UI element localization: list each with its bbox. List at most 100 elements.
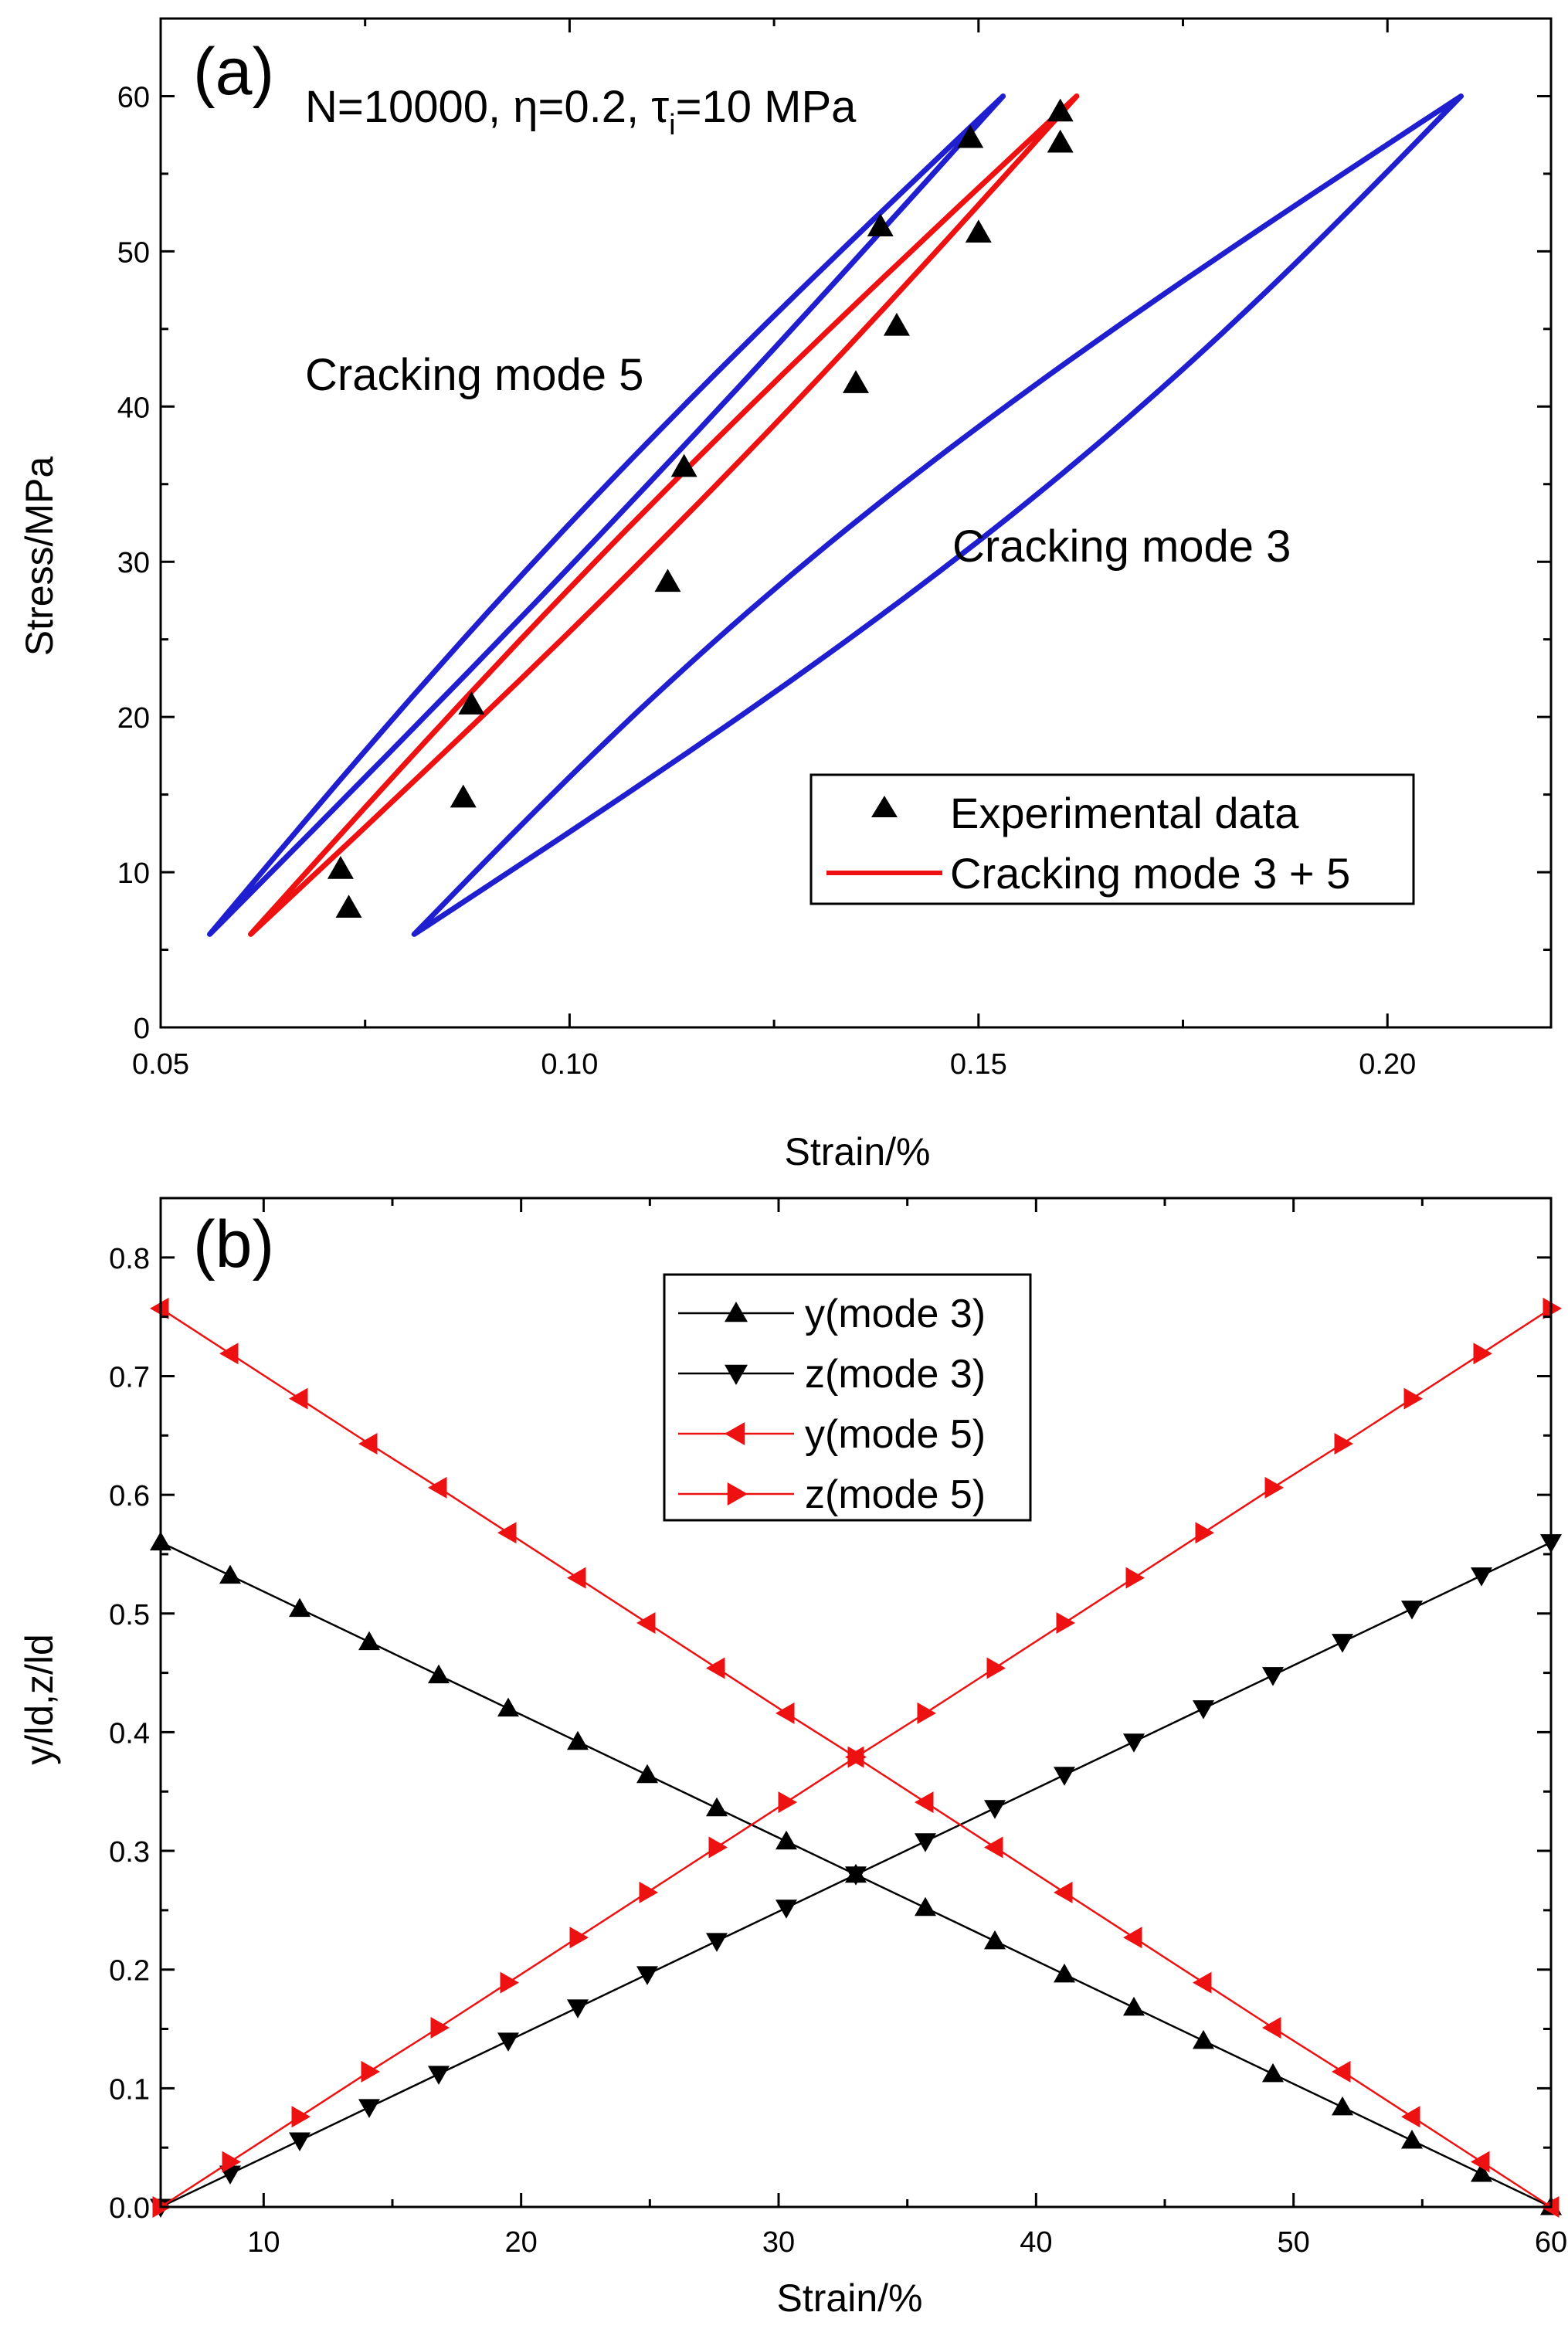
x-tick-label: 0.15: [950, 1048, 1007, 1081]
legend-marker-0: [725, 1302, 748, 1322]
legend-label-2: y(mode 5): [805, 1412, 986, 1457]
legend-marker-2: [725, 1422, 745, 1445]
y-tick-label: 0.0: [109, 2192, 150, 2225]
series-point-2: [150, 1297, 169, 1319]
series-point-3: [1056, 1612, 1075, 1635]
series-point-0: [915, 1896, 936, 1917]
experimental-point: [670, 453, 697, 477]
series-point-2: [289, 1387, 308, 1410]
legend-label-3: z(mode 5): [805, 1472, 986, 1517]
series-point-1: [776, 1900, 797, 1919]
y-tick-label: 0.5: [109, 1599, 150, 1631]
series-point-0: [706, 1797, 728, 1817]
y-tick-label: 0.4: [109, 1717, 150, 1750]
series-point-2: [219, 1343, 239, 1365]
series-point-1: [1262, 1667, 1284, 1686]
series-point-0: [1262, 2062, 1284, 2083]
series-point-1: [845, 1866, 867, 1886]
experimental-point: [883, 312, 910, 336]
panel-b-legend-box: [663, 1273, 1032, 1522]
panel-b-marks: [150, 1297, 1562, 2218]
series-point-0: [1193, 2029, 1214, 2049]
series-point-3: [1264, 1476, 1284, 1499]
panel-a-legend: Experimental data Cracking mode 3 + 5: [809, 773, 1415, 905]
series-point-1: [1471, 1567, 1492, 1587]
series-point-3: [430, 2016, 450, 2039]
x-tick-label: 0.10: [541, 1048, 598, 1081]
experimental-point: [327, 856, 354, 879]
series-point-0: [567, 1730, 589, 1750]
series-point-2: [915, 1791, 934, 1814]
series-point-1: [358, 2099, 380, 2118]
series-point-0: [1471, 2162, 1492, 2182]
series-point-2: [567, 1567, 586, 1589]
panel-b-xlabel: Strain/%: [777, 2276, 923, 2320]
panel-b-frame: [159, 1197, 1553, 2208]
experimental-point: [335, 895, 362, 918]
series-point-2: [1123, 1927, 1142, 1949]
series-point-3: [291, 2106, 311, 2128]
series-point-1: [1054, 1767, 1075, 1786]
series-point-2: [358, 1433, 378, 1455]
x-tick-label: 40: [1020, 2226, 1052, 2259]
x-tick-label: 60: [1535, 2226, 1567, 2259]
series-point-3: [1125, 1567, 1145, 1589]
experimental-point: [450, 784, 477, 808]
series-point-3: [569, 1927, 589, 1949]
series-point-3: [500, 1971, 519, 1994]
y-tick-label: 20: [117, 702, 150, 735]
experimental-point: [458, 691, 485, 715]
series-point-1: [428, 2066, 450, 2085]
series-point-3: [847, 1746, 867, 1768]
experimental-point: [867, 213, 894, 236]
annotation-cracking-mode-3: Cracking mode 3: [952, 521, 1291, 572]
legend-label-0: y(mode 3): [805, 1292, 986, 1336]
y-tick-label: 10: [117, 857, 150, 890]
y-tick-label: 0.7: [109, 1361, 150, 1394]
series-point-3: [222, 2151, 241, 2173]
x-tick-label: 0.20: [1359, 1048, 1416, 1081]
series-point-1: [289, 2132, 311, 2151]
series-point-1: [1401, 1601, 1423, 1620]
legend-experimental-marker: [871, 796, 898, 817]
series-point-1: [567, 1999, 589, 2018]
series-point-0: [1332, 2096, 1353, 2116]
panel-b-ylabel: y/ld,z/ld: [18, 1634, 61, 1765]
panel-a-frame: [159, 17, 1553, 1029]
series-point-2: [1054, 1881, 1073, 1903]
legend-marker-3: [727, 1482, 748, 1506]
series-point-0: [984, 1930, 1006, 1950]
y-tick-label: 0.8: [109, 1243, 150, 1275]
series-point-3: [1403, 1387, 1423, 1410]
series-point-2: [1401, 2106, 1420, 2128]
series-point-3: [1543, 1297, 1562, 1319]
x-tick-label: 10: [247, 2226, 280, 2259]
series-point-2: [706, 1657, 725, 1679]
series-point-3: [1195, 1522, 1214, 1544]
y-tick-label: 60: [117, 81, 150, 114]
experimental-point: [1047, 98, 1074, 122]
y-tick-label: 40: [117, 392, 150, 424]
x-tick-label: 20: [505, 2226, 538, 2259]
series-point-3: [1334, 1433, 1353, 1455]
panel-a-label: (a): [193, 35, 274, 109]
series-point-0: [776, 1830, 797, 1850]
y-tick-label: 30: [117, 547, 150, 579]
y-tick-label: 50: [117, 236, 150, 269]
series-point-2: [1193, 1971, 1212, 1994]
series-point-3: [778, 1791, 797, 1814]
y-tick-label: 0: [134, 1013, 150, 1045]
series-point-1: [706, 1933, 728, 1952]
series-point-3: [708, 1836, 728, 1859]
panel-b-label: (b): [193, 1207, 274, 1282]
series-point-0: [636, 1764, 658, 1784]
panel-a-legend-box: [809, 773, 1415, 905]
series-point-2: [984, 1836, 1003, 1859]
series-point-2: [497, 1522, 517, 1544]
series-point-0: [358, 1631, 380, 1651]
series-point-1: [636, 1966, 658, 1985]
legend-marker-1: [725, 1364, 748, 1385]
loop-1: [248, 93, 1080, 937]
series-point-0: [1054, 1963, 1075, 1983]
series-point-3: [917, 1702, 936, 1724]
